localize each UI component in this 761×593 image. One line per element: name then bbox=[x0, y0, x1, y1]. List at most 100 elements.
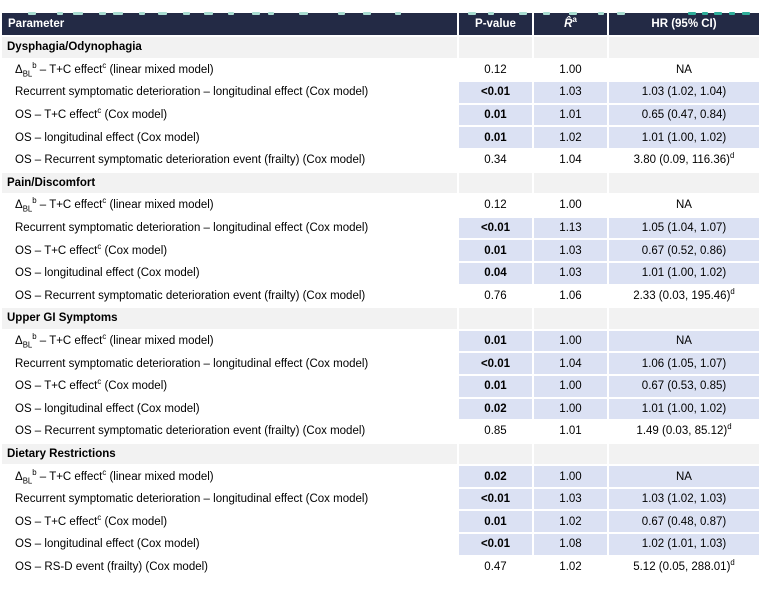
table-row: OS – RS-D event (frailty) (Cox model) 0.4… bbox=[2, 556, 759, 578]
rhat-cell: 1.00 bbox=[534, 466, 607, 487]
rhat-cell: 1.03 bbox=[534, 82, 607, 103]
rhat-cell: 1.02 bbox=[534, 556, 607, 578]
rhat-cell: 1.00 bbox=[534, 330, 607, 352]
parameter-cell: OS – Recurrent symptomatic deterioration… bbox=[2, 421, 457, 442]
section-empty-cell bbox=[459, 443, 532, 465]
hr-ci-cell: 1.01 (1.00, 1.02) bbox=[609, 127, 759, 148]
hr-ci-cell: NA bbox=[609, 195, 759, 216]
pvalue-cell: <0.01 bbox=[459, 82, 532, 103]
parameter-cell: OS – Recurrent symptomatic deterioration… bbox=[2, 149, 457, 171]
hr-ci-cell: 1.49 (0.03, 85.12)d bbox=[609, 421, 759, 442]
pvalue-cell: 0.02 bbox=[459, 466, 532, 487]
rhat-cell: 1.03 bbox=[534, 240, 607, 261]
table-row: Recurrent symptomatic deterioration – lo… bbox=[2, 353, 759, 374]
hr-ci-cell: NA bbox=[609, 466, 759, 487]
rhat-cell: 1.04 bbox=[534, 353, 607, 374]
parameter-cell: ΔBLb – T+C effectc (linear mixed model) bbox=[2, 466, 457, 487]
table-row: OS – T+C effectc (Cox model) 0.01 1.00 0.67… bbox=[2, 375, 759, 397]
rhat-cell: 1.03 bbox=[534, 488, 607, 510]
table-row: OS – T+C effectc (Cox model) 0.01 1.03 0.67… bbox=[2, 240, 759, 261]
section-title: Dietary Restrictions bbox=[2, 443, 457, 465]
table-header-row: Parameter P-value R̂a HR (95% CI) bbox=[2, 13, 759, 35]
parameter-cell: ΔBLb – T+C effectc (linear mixed model) bbox=[2, 195, 457, 216]
section-empty-cell bbox=[534, 37, 607, 58]
rhat-cell: 1.00 bbox=[534, 375, 607, 397]
parameter-cell: OS – T+C effectc (Cox model) bbox=[2, 511, 457, 533]
hr-ci-cell: 1.01 (1.00, 1.02) bbox=[609, 398, 759, 420]
table-row: OS – longitudinal effect (Cox model) <0.0… bbox=[2, 534, 759, 555]
pvalue-cell: 0.02 bbox=[459, 398, 532, 420]
pvalue-cell: 0.01 bbox=[459, 375, 532, 397]
hr-ci-cell: 0.67 (0.48, 0.87) bbox=[609, 511, 759, 533]
pvalue-cell: 0.85 bbox=[459, 421, 532, 442]
table-row: ΔBLb – T+C effectc (linear mixed model) 0… bbox=[2, 466, 759, 487]
rhat-cell: 1.06 bbox=[534, 285, 607, 307]
parameter-cell: OS – Recurrent symptomatic deterioration… bbox=[2, 285, 457, 307]
hr-ci-cell: 0.67 (0.52, 0.86) bbox=[609, 240, 759, 261]
rhat-cell: 1.01 bbox=[534, 104, 607, 126]
column-header-rhat: R̂a bbox=[534, 13, 607, 35]
parameter-cell: Recurrent symptomatic deterioration – lo… bbox=[2, 488, 457, 510]
rhat-cell: 1.02 bbox=[534, 511, 607, 533]
rhat-cell: 1.08 bbox=[534, 534, 607, 555]
results-table: Parameter P-value R̂a HR (95% CI) Dyspha… bbox=[0, 11, 761, 579]
section-row: Pain/Discomfort bbox=[2, 172, 759, 194]
parameter-cell: Recurrent symptomatic deterioration – lo… bbox=[2, 353, 457, 374]
pvalue-cell: <0.01 bbox=[459, 353, 532, 374]
section-empty-cell bbox=[609, 172, 759, 194]
section-empty-cell bbox=[609, 308, 759, 329]
hr-ci-cell: 1.03 (1.02, 1.04) bbox=[609, 82, 759, 103]
rhat-cell: 1.01 bbox=[534, 421, 607, 442]
pvalue-cell: 0.01 bbox=[459, 127, 532, 148]
table-row: Recurrent symptomatic deterioration – lo… bbox=[2, 82, 759, 103]
table-row: OS – Recurrent symptomatic deterioration… bbox=[2, 421, 759, 442]
rhat-cell: 1.03 bbox=[534, 262, 607, 284]
parameter-cell: OS – RS-D event (frailty) (Cox model) bbox=[2, 556, 457, 578]
parameter-cell: Recurrent symptomatic deterioration – lo… bbox=[2, 217, 457, 239]
table-row: OS – T+C effectc (Cox model) 0.01 1.01 0.65… bbox=[2, 104, 759, 126]
table-body: Dysphagia/Odynophagia ΔBLb – T+C effectc … bbox=[2, 37, 759, 578]
section-empty-cell bbox=[534, 308, 607, 329]
table-row: Recurrent symptomatic deterioration – lo… bbox=[2, 488, 759, 510]
column-header-pvalue: P-value bbox=[459, 13, 532, 35]
section-empty-cell bbox=[534, 443, 607, 465]
section-title: Dysphagia/Odynophagia bbox=[2, 37, 457, 58]
table-row: OS – longitudinal effect (Cox model) 0.02… bbox=[2, 398, 759, 420]
rhat-cell: 1.00 bbox=[534, 59, 607, 81]
hr-ci-cell: 5.12 (0.05, 288.01)d bbox=[609, 556, 759, 578]
pvalue-cell: <0.01 bbox=[459, 534, 532, 555]
section-empty-cell bbox=[459, 37, 532, 58]
parameter-cell: OS – longitudinal effect (Cox model) bbox=[2, 398, 457, 420]
pvalue-cell: 0.04 bbox=[459, 262, 532, 284]
table-row: OS – Recurrent symptomatic deterioration… bbox=[2, 149, 759, 171]
section-empty-cell bbox=[609, 443, 759, 465]
parameter-cell: OS – longitudinal effect (Cox model) bbox=[2, 127, 457, 148]
parameter-cell: OS – T+C effectc (Cox model) bbox=[2, 240, 457, 261]
section-empty-cell bbox=[609, 37, 759, 58]
table-row: OS – longitudinal effect (Cox model) 0.01… bbox=[2, 127, 759, 148]
pvalue-cell: 0.01 bbox=[459, 511, 532, 533]
section-row: Dietary Restrictions bbox=[2, 443, 759, 465]
table-row: ΔBLb – T+C effectc (linear mixed model) 0… bbox=[2, 59, 759, 81]
section-empty-cell bbox=[534, 172, 607, 194]
parameter-cell: ΔBLb – T+C effectc (linear mixed model) bbox=[2, 330, 457, 352]
pvalue-cell: 0.01 bbox=[459, 104, 532, 126]
hr-ci-cell: 1.01 (1.00, 1.02) bbox=[609, 262, 759, 284]
hr-ci-cell: 2.33 (0.03, 195.46)d bbox=[609, 285, 759, 307]
section-title: Upper GI Symptoms bbox=[2, 308, 457, 329]
hr-ci-cell: 0.67 (0.53, 0.85) bbox=[609, 375, 759, 397]
hr-ci-cell: NA bbox=[609, 59, 759, 81]
pvalue-cell: 0.12 bbox=[459, 195, 532, 216]
table-row: ΔBLb – T+C effectc (linear mixed model) 0… bbox=[2, 195, 759, 216]
pvalue-cell: 0.47 bbox=[459, 556, 532, 578]
pvalue-cell: 0.01 bbox=[459, 330, 532, 352]
table-row: ΔBLb – T+C effectc (linear mixed model) 0… bbox=[2, 330, 759, 352]
pvalue-cell: 0.34 bbox=[459, 149, 532, 171]
hr-ci-cell: 1.05 (1.04, 1.07) bbox=[609, 217, 759, 239]
rhat-cell: 1.02 bbox=[534, 127, 607, 148]
parameter-cell: OS – longitudinal effect (Cox model) bbox=[2, 534, 457, 555]
table-row: Recurrent symptomatic deterioration – lo… bbox=[2, 217, 759, 239]
parameter-cell: ΔBLb – T+C effectc (linear mixed model) bbox=[2, 59, 457, 81]
pvalue-cell: <0.01 bbox=[459, 217, 532, 239]
parameter-cell: OS – T+C effectc (Cox model) bbox=[2, 375, 457, 397]
